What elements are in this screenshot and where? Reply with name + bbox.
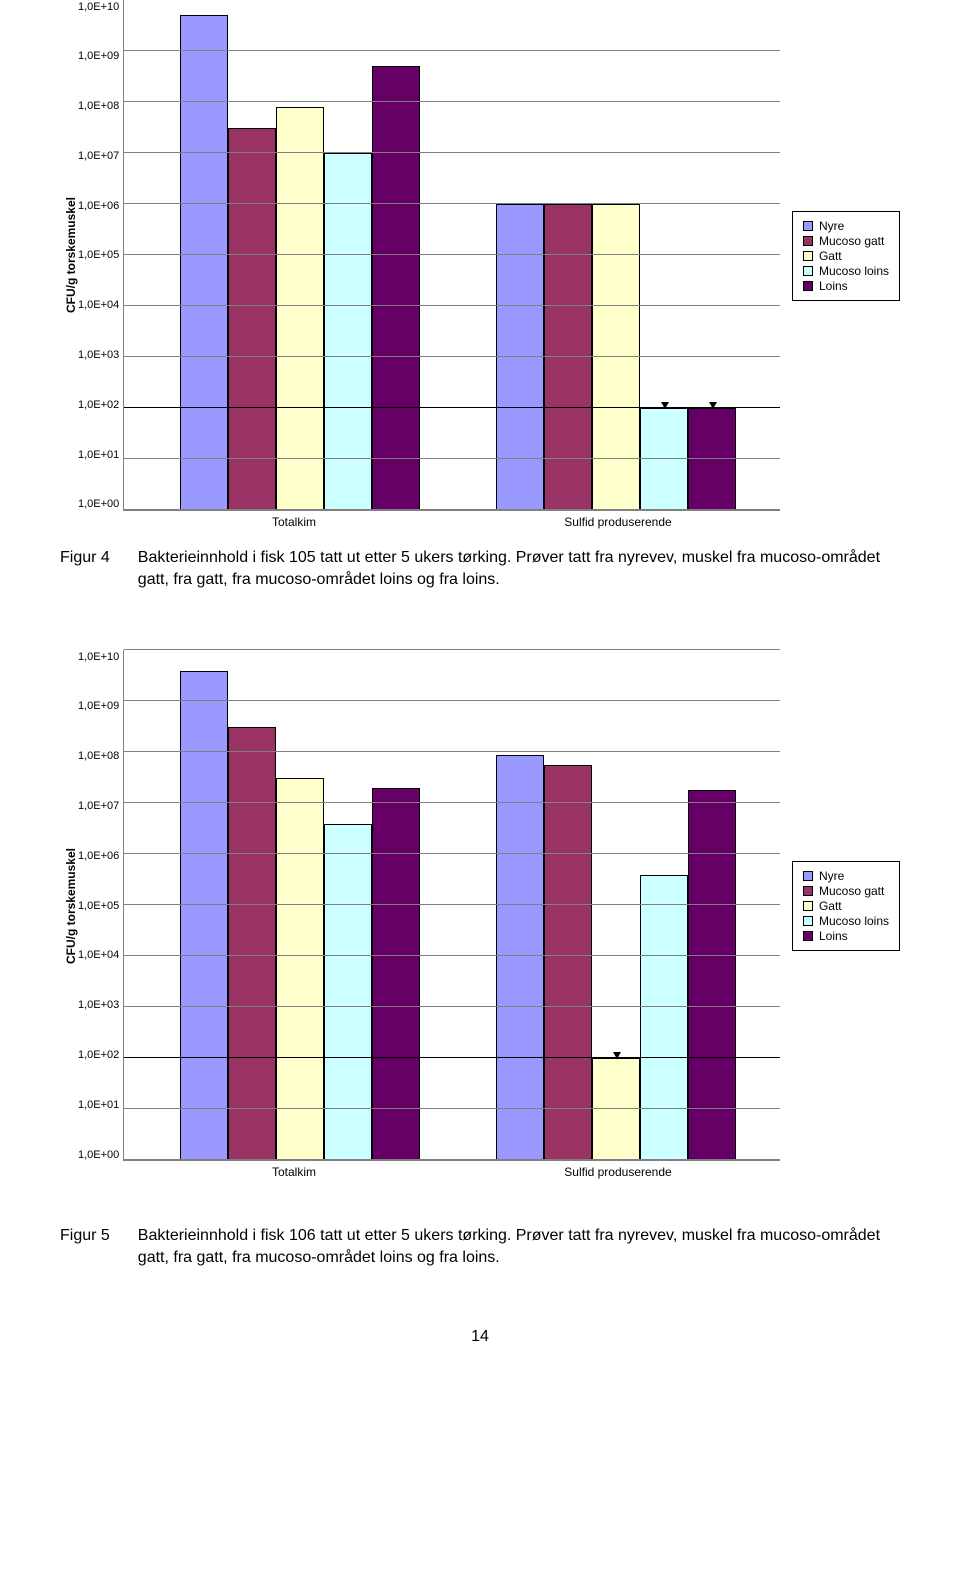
x-tick-label: Sulfid produserende xyxy=(456,515,780,529)
y-tick-label: 1,0E+07 xyxy=(78,800,119,812)
bar xyxy=(496,755,544,1160)
bar xyxy=(324,153,372,510)
x-axis-ticks: TotalkimSulfid produserende xyxy=(60,1165,900,1179)
bar xyxy=(544,765,592,1160)
x-axis-ticks: TotalkimSulfid produserende xyxy=(60,515,900,529)
y-tick-label: 1,0E+02 xyxy=(78,399,119,411)
legend-swatch-icon xyxy=(803,281,813,291)
legend-item: Nyre xyxy=(803,869,889,883)
legend-item: Gatt xyxy=(803,249,889,263)
y-tick-label: 1,0E+09 xyxy=(78,700,119,712)
figure-label: Figur 4 xyxy=(60,547,110,590)
y-tick-label: 1,0E+03 xyxy=(78,349,119,361)
legend-item: Mucoso loins xyxy=(803,264,889,278)
x-tick-label: Totalkim xyxy=(132,515,456,529)
legend-item: Gatt xyxy=(803,899,889,913)
bar xyxy=(372,66,420,510)
bar-group xyxy=(124,650,452,1160)
bar xyxy=(544,204,592,510)
chart-figur-4: CFU/g torskemuskel 1,0E+10 1,0E+09 1,0E+08… xyxy=(60,0,900,529)
legend-item: Nyre xyxy=(803,219,889,233)
legend-swatch-icon xyxy=(803,931,813,941)
y-tick-label: 1,0E+02 xyxy=(78,1049,119,1061)
legend-swatch-icon xyxy=(803,221,813,231)
bar-group xyxy=(452,650,780,1160)
legend-swatch-icon xyxy=(803,871,813,881)
legend-label: Mucoso loins xyxy=(819,264,889,278)
y-tick-label: 1,0E+00 xyxy=(78,498,119,510)
bar-group xyxy=(124,0,452,510)
figure-4-caption: Figur 4 Bakterieinnhold i fisk 105 tatt … xyxy=(60,547,900,590)
y-tick-label: 1,0E+04 xyxy=(78,949,119,961)
legend-swatch-icon xyxy=(803,886,813,896)
legend: NyreMucoso gattGattMucoso loinsLoins xyxy=(792,211,900,301)
y-tick-label: 1,0E+01 xyxy=(78,1099,119,1111)
legend-label: Nyre xyxy=(819,869,844,883)
legend-item: Mucoso gatt xyxy=(803,234,889,248)
legend-label: Loins xyxy=(819,929,848,943)
bar xyxy=(180,671,228,1161)
legend-item: Mucoso gatt xyxy=(803,884,889,898)
y-tick-label: 1,0E+05 xyxy=(78,900,119,912)
y-tick-label: 1,0E+08 xyxy=(78,750,119,762)
y-tick-label: 1,0E+06 xyxy=(78,200,119,212)
bar xyxy=(640,875,688,1161)
y-tick-label: 1,0E+03 xyxy=(78,999,119,1011)
bar xyxy=(372,788,420,1160)
chart-plot-area xyxy=(123,0,780,511)
legend-swatch-icon xyxy=(803,236,813,246)
y-axis-ticks: 1,0E+10 1,0E+09 1,0E+08 1,0E+07 1,0E+06 1,0E+… xyxy=(78,651,123,1161)
legend-label: Gatt xyxy=(819,249,842,263)
legend-label: Loins xyxy=(819,279,848,293)
legend-item: Loins xyxy=(803,279,889,293)
legend-swatch-icon xyxy=(803,251,813,261)
bar xyxy=(496,204,544,510)
y-axis-label: CFU/g torskemuskel xyxy=(60,848,78,964)
legend: NyreMucoso gattGattMucoso loinsLoins xyxy=(792,861,900,951)
x-tick-label: Totalkim xyxy=(132,1165,456,1179)
legend-item: Mucoso loins xyxy=(803,914,889,928)
legend-swatch-icon xyxy=(803,916,813,926)
y-tick-label: 1,0E+04 xyxy=(78,299,119,311)
figure-5-caption: Figur 5 Bakterieinnhold i fisk 106 tatt … xyxy=(60,1225,900,1268)
y-tick-label: 1,0E+01 xyxy=(78,449,119,461)
y-tick-label: 1,0E+05 xyxy=(78,249,119,261)
y-tick-label: 1,0E+10 xyxy=(78,1,119,13)
page-number: 14 xyxy=(60,1328,900,1346)
chart-figur-5: CFU/g torskemuskel 1,0E+10 1,0E+09 1,0E+08… xyxy=(60,650,900,1179)
legend-swatch-icon xyxy=(803,266,813,276)
bar xyxy=(324,824,372,1161)
bar xyxy=(592,1058,640,1160)
bar xyxy=(640,408,688,510)
legend-swatch-icon xyxy=(803,901,813,911)
bar xyxy=(180,15,228,510)
bar xyxy=(688,408,736,510)
bar xyxy=(592,204,640,510)
legend-label: Mucoso gatt xyxy=(819,884,884,898)
bar xyxy=(688,790,736,1160)
y-tick-label: 1,0E+07 xyxy=(78,150,119,162)
legend-label: Gatt xyxy=(819,899,842,913)
x-tick-label: Sulfid produserende xyxy=(456,1165,780,1179)
bar-group xyxy=(452,0,780,510)
legend-label: Nyre xyxy=(819,219,844,233)
y-tick-label: 1,0E+10 xyxy=(78,651,119,663)
bar xyxy=(276,778,324,1161)
legend-label: Mucoso loins xyxy=(819,914,889,928)
y-tick-label: 1,0E+08 xyxy=(78,100,119,112)
y-tick-label: 1,0E+06 xyxy=(78,850,119,862)
y-axis-label: CFU/g torskemuskel xyxy=(60,197,78,313)
legend-label: Mucoso gatt xyxy=(819,234,884,248)
figure-text: Bakterieinnhold i fisk 106 tatt ut etter… xyxy=(138,1225,900,1268)
y-tick-label: 1,0E+00 xyxy=(78,1149,119,1161)
y-axis-ticks: 1,0E+10 1,0E+09 1,0E+08 1,0E+07 1,0E+06 1,0E+… xyxy=(78,1,123,511)
legend-item: Loins xyxy=(803,929,889,943)
y-tick-label: 1,0E+09 xyxy=(78,50,119,62)
bar xyxy=(228,727,276,1161)
figure-text: Bakterieinnhold i fisk 105 tatt ut etter… xyxy=(138,547,900,590)
chart-plot-area xyxy=(123,650,780,1161)
bar xyxy=(276,107,324,510)
bar xyxy=(228,128,276,511)
figure-label: Figur 5 xyxy=(60,1225,110,1268)
